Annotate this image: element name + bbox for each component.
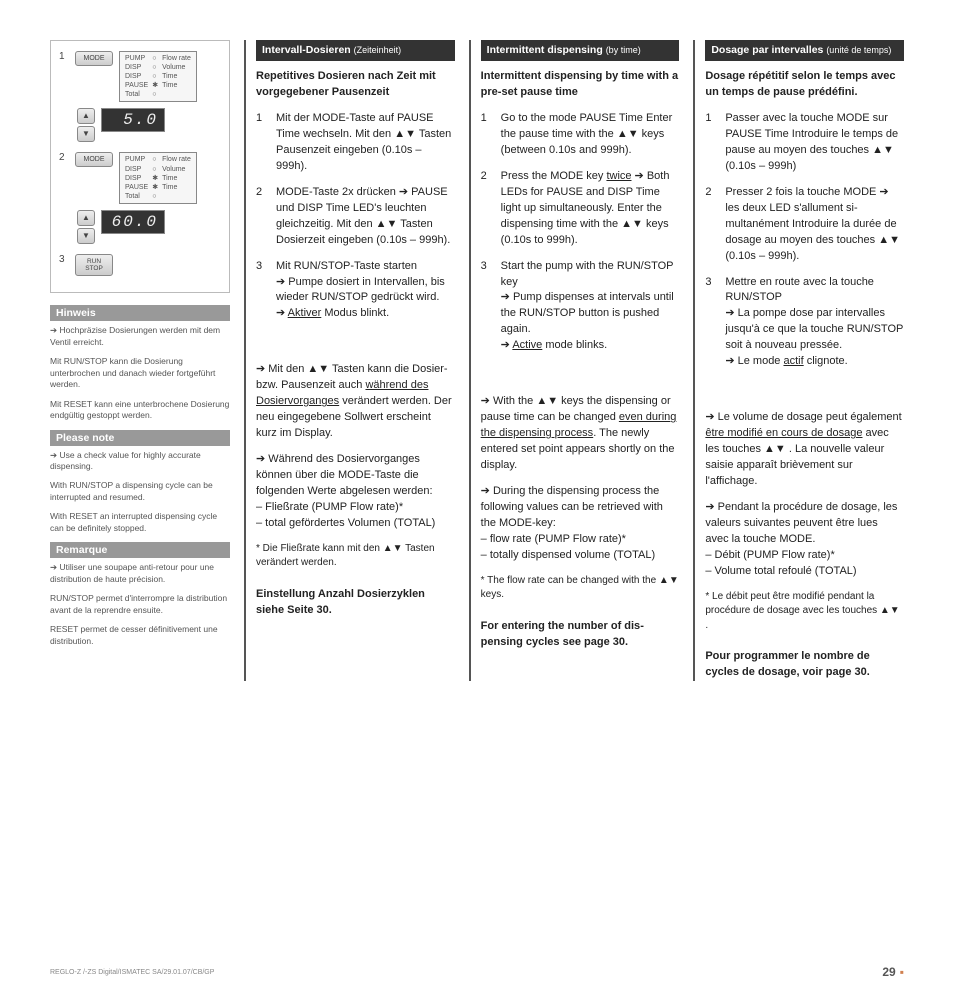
bottom-ref-fr: Pour programmer le nombre de cycles de d… — [705, 649, 904, 681]
footnote-de: * Die Fließrate kann mit den ▲▼ Tasten v… — [256, 542, 455, 571]
down-arrow-icon: ▼ — [77, 228, 95, 244]
hinweis-heading: Hinweis — [50, 305, 230, 321]
footnote-en: * The flow rate can be chan­ged with the… — [481, 574, 680, 603]
step-2-fr: 2Presser 2 fois la touche MODE ➔ les deu… — [705, 185, 904, 265]
hinweis-text: Mit RESET kann eine unterbrochene Dosier… — [50, 399, 230, 422]
remarque-text: ➔ Utiliser une soupape anti-retour pour … — [50, 562, 230, 585]
footer-meta: REGLO-Z /-ZS Digital/ISMATEC SA/29.01.07… — [50, 969, 214, 976]
fig-step-1: 1 — [59, 51, 69, 62]
please-note-text: With RUN/STOP a dispensing cycle can be … — [50, 480, 230, 503]
column-german: Intervall-Dosieren (Zeiteinheit) Repetit… — [244, 40, 455, 681]
section-heading-de: Intervall-Dosieren (Zeiteinheit) — [256, 40, 455, 61]
remarque-text: RESET permet de cesser définiti­vement u… — [50, 624, 230, 647]
runstop-button-icon: RUN STOP — [75, 254, 113, 276]
hinweis-text: ➔ Hochpräzise Dosierungen werden mit dem… — [50, 325, 230, 348]
display-2: 60.0 — [101, 210, 165, 234]
remarque-heading: Remarque — [50, 542, 230, 558]
device-figure: 1 MODE PUMP○Flow rate DISP○Volume DISP○T… — [50, 40, 230, 293]
page-number: 29▪ — [882, 965, 904, 979]
note-en: ➔ During the dispensing process the foll… — [481, 484, 680, 564]
down-arrow-icon: ▼ — [77, 126, 95, 142]
mode-button-icon: MODE — [75, 152, 113, 167]
section-heading-en: Intermittent dispensing (by time) — [481, 40, 680, 61]
step-1-fr: 1Passer avec la touche MODE sur PAUSE Ti… — [705, 111, 904, 175]
please-note-text: ➔ Use a check value for highly accurate … — [50, 450, 230, 473]
fig-step-2: 2 — [59, 152, 69, 163]
up-arrow-icon: ▲ — [77, 108, 95, 124]
section-subhead-de: Repetitives Dosieren nach Zeit mit vorge… — [256, 69, 455, 101]
column-english: Intermittent dispensing (by time) Interm… — [469, 40, 680, 681]
step-3-fr: 3 Mettre en route avec la touche RUN/STO… — [705, 275, 904, 371]
section-subhead-fr: Dosage répétitif selon le temps avec un … — [705, 69, 904, 101]
section-subhead-en: Intermittent dispensing by time with a p… — [481, 69, 680, 101]
remarque-text: RUN/STOP permet d'interrompre la dis­tri… — [50, 593, 230, 616]
sidebar: 1 MODE PUMP○Flow rate DISP○Volume DISP○T… — [50, 40, 230, 681]
mode-button-icon: MODE — [75, 51, 113, 66]
note-fr: ➔ Le volume de dosage peut également êtr… — [705, 410, 904, 490]
step-1-de: 1Mit der MODE-Taste auf PAUSE Time wechs… — [256, 111, 455, 175]
fig-step-3: 3 — [59, 254, 69, 265]
note-de: ➔ Während des Dosiervorgan­ges können üb… — [256, 452, 455, 532]
please-note-heading: Please note — [50, 430, 230, 446]
note-fr: ➔ Pendant la procédure de dosage, les va… — [705, 500, 904, 580]
bottom-ref-en: For entering the number of dis­pensing c… — [481, 619, 680, 651]
led-panel-2: PUMP○Flow rate DISP○Volume DISP✱Time PAU… — [119, 152, 197, 203]
step-2-de: 2MODE-Taste 2x drücken ➔ PAUSE und DISP … — [256, 185, 455, 249]
display-1: 5.0 — [101, 108, 165, 132]
hinweis-text: Mit RUN/STOP kann die Dosierung unterbro… — [50, 356, 230, 390]
column-french: Dosage par intervalles (unité de temps) … — [693, 40, 904, 681]
footnote-fr: * Le débit peut être modifié pendant la … — [705, 590, 904, 634]
led-panel-1: PUMP○Flow rate DISP○Volume DISP○Time PAU… — [119, 51, 197, 102]
page-footer: REGLO-Z /-ZS Digital/ISMATEC SA/29.01.07… — [50, 965, 904, 979]
up-arrow-icon: ▲ — [77, 210, 95, 226]
step-3-de: 3 Mit RUN/STOP-Taste starten ➔ Pumpe dos… — [256, 259, 455, 323]
note-en: ➔ With the ▲▼ keys the dispen­sing or pa… — [481, 394, 680, 474]
note-de: ➔ Mit den ▲▼ Tasten kann die Dosier- bzw… — [256, 362, 455, 442]
please-note-text: With RESET an interrupted dispensing cyc… — [50, 511, 230, 534]
bottom-ref-de: Einstellung Anzahl Dosierzyklen siehe Se… — [256, 587, 455, 619]
step-3-en: 3 Start the pump with the RUN/STOP key ➔… — [481, 259, 680, 355]
step-1-en: 1Go to the mode PAUSE Time Enter the pau… — [481, 111, 680, 159]
step-2-en: 2 Press the MODE key twice ➔ Both LEDs f… — [481, 169, 680, 249]
section-heading-fr: Dosage par intervalles (unité de temps) — [705, 40, 904, 61]
